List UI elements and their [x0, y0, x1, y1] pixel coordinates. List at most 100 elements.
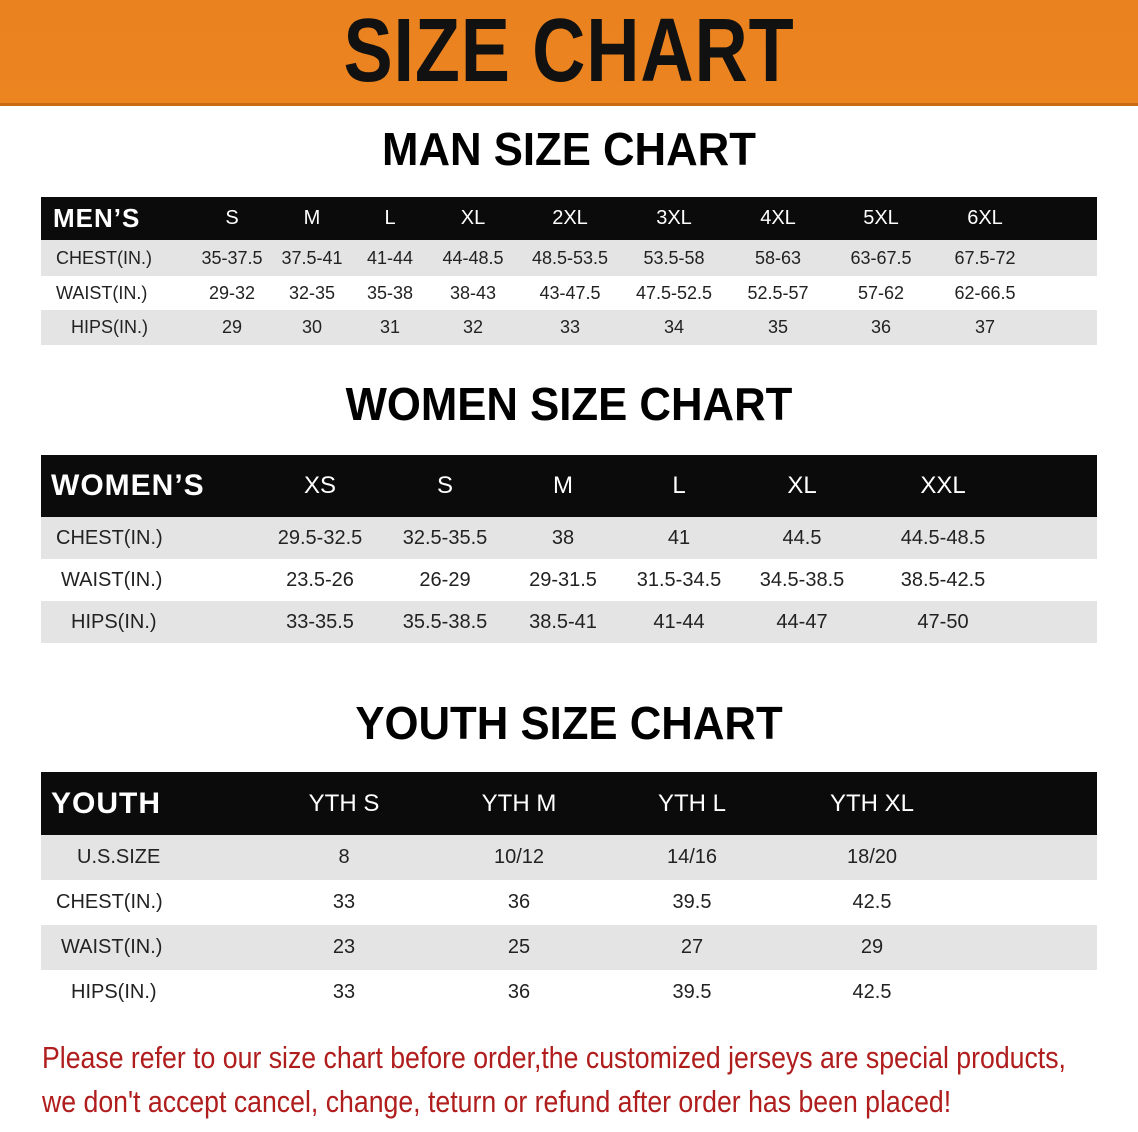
- table-row: HIPS(IN.) 33 36 39.5 42.5: [41, 970, 1097, 1015]
- table-cell: 33: [332, 891, 356, 913]
- size-header: 4XL: [760, 207, 796, 229]
- banner: SIZE CHART: [0, 0, 1138, 106]
- table-cell: 44-48.5: [442, 248, 504, 268]
- table-cell: 53.5-58: [643, 248, 705, 268]
- table-cell: 52.5-57: [747, 283, 809, 303]
- table-cell: 41-44: [366, 248, 414, 268]
- table-cell: 47-50: [917, 611, 969, 633]
- table-cell: 39.5: [672, 891, 712, 913]
- table-row: HIPS(IN.) 33-35.5 35.5-38.5 38.5-41 41-44 44-…: [41, 601, 1097, 643]
- table-cell: 29: [221, 317, 243, 337]
- table-corner-label: WOMEN’S: [51, 469, 205, 502]
- table-cell: 44.5: [782, 527, 822, 549]
- table-cell: 33: [559, 317, 581, 337]
- table-cell: 30: [301, 317, 323, 337]
- size-header: M: [303, 207, 321, 229]
- size-header: 6XL: [967, 207, 1003, 229]
- table-cell: 34.5-38.5: [759, 569, 845, 591]
- table-corner-label: MEN’S: [53, 203, 141, 233]
- size-header: L: [384, 207, 396, 229]
- size-header: YTH M: [481, 790, 557, 817]
- table-cell: 34: [663, 317, 685, 337]
- table-row: HIPS(IN.) 29 30 31 32 33 34 35 36 37: [41, 310, 1097, 345]
- table-row: CHEST(IN.) 29.5-32.5 32.5-35.5 38 41 44.5 44.5…: [41, 517, 1097, 559]
- size-header: YTH L: [657, 790, 727, 817]
- header-row: MEN’S S M L XL 2XL 3XL 4XL 5XL 6XL: [41, 197, 1097, 240]
- table-cell: 36: [507, 981, 531, 1003]
- table-cell: 10/12: [493, 846, 545, 868]
- table-cell: 63-67.5: [850, 248, 912, 268]
- table-cell: 39.5: [672, 981, 712, 1003]
- table-cell: 35-37.5: [201, 248, 263, 268]
- table-cell: 67.5-72: [954, 248, 1016, 268]
- row-label: CHEST(IN.): [56, 248, 152, 268]
- table-cell: 36: [507, 891, 531, 913]
- table-row: WAIST(IN.) 23.5-26 26-29 29-31.5 31.5-34.5 34…: [41, 559, 1097, 601]
- table-cell: 31: [379, 317, 401, 337]
- row-label: HIPS(IN.): [71, 317, 149, 337]
- men-size-table: MEN’S S M L XL 2XL 3XL 4XL 5XL 6XL CHEST(IN.) 35-37…: [41, 197, 1097, 345]
- table-cell: 41: [667, 527, 691, 549]
- size-header: 5XL: [863, 207, 899, 229]
- table-cell: 62-66.5: [954, 283, 1016, 303]
- table-cell: 14/16: [666, 846, 718, 868]
- table-cell: 18/20: [846, 846, 898, 868]
- size-header: XL: [787, 472, 817, 499]
- table-cell: 32: [462, 317, 484, 337]
- table-cell: 29-32: [208, 283, 256, 303]
- row-label: WAIST(IN.): [56, 283, 148, 303]
- banner-title: SIZE CHART: [343, 1, 795, 101]
- table-cell: 27: [680, 936, 704, 958]
- table-cell: 38.5-42.5: [900, 569, 986, 591]
- size-header: M: [553, 472, 573, 499]
- table-cell: 26-29: [419, 569, 471, 591]
- header-row: WOMEN’S XS S M L XL XXL: [41, 455, 1097, 517]
- table-cell: 42.5: [852, 891, 892, 913]
- table-corner-label: YOUTH: [51, 787, 161, 820]
- row-label: WAIST(IN.): [61, 569, 163, 591]
- table-cell: 44-47: [776, 611, 828, 633]
- table-cell: 23.5-26: [286, 569, 354, 591]
- table-cell: 29: [860, 936, 884, 958]
- table-cell: 44.5-48.5: [900, 527, 986, 549]
- table-cell: 33-35.5: [286, 611, 354, 633]
- size-header: YTH XL: [829, 790, 915, 817]
- table-row: U.S.SIZE 8 10/12 14/16 18/20: [41, 835, 1097, 880]
- notice-line-1: Please refer to our size chart before or…: [42, 1040, 1066, 1075]
- youth-size-table: YOUTH YTH S YTH M YTH L YTH XL U.S.SIZE 8 10/12…: [41, 772, 1097, 1015]
- table-row: WAIST(IN.) 23 25 27 29: [41, 925, 1097, 970]
- table-cell: 35-38: [366, 283, 414, 303]
- table-cell: 38: [551, 527, 575, 549]
- table-cell: 35: [767, 317, 789, 337]
- size-header: XL: [460, 207, 486, 229]
- table-cell: 48.5-53.5: [531, 248, 609, 268]
- table-cell: 32-35: [288, 283, 336, 303]
- table-row: WAIST(IN.) 29-32 32-35 35-38 38-43 43-47.5 47.…: [41, 276, 1097, 310]
- table-cell: 35.5-38.5: [402, 611, 488, 633]
- table-cell: 38-43: [449, 283, 497, 303]
- table-cell: 57-62: [857, 283, 905, 303]
- table-row: CHEST(IN.) 35-37.5 37.5-41 41-44 44-48.5 48.5…: [41, 240, 1097, 276]
- size-header: S: [436, 472, 454, 499]
- table-cell: 29-31.5: [529, 569, 597, 591]
- table-cell: 37: [974, 317, 996, 337]
- table-cell: 36: [870, 317, 892, 337]
- table-row: CHEST(IN.) 33 36 39.5 42.5: [41, 880, 1097, 925]
- notice-line-2: we don't accept cancel, change, teturn o…: [42, 1084, 952, 1119]
- table-cell: 58-63: [754, 248, 802, 268]
- youth-section-title: YOUTH SIZE CHART: [355, 697, 783, 749]
- row-label: HIPS(IN.): [71, 981, 157, 1003]
- women-size-table: WOMEN’S XS S M L XL XXL CHEST(IN.) 29.5-32.5 32.5…: [41, 455, 1097, 643]
- table-cell: 29.5-32.5: [277, 527, 363, 549]
- women-section-title: WOMEN SIZE CHART: [345, 378, 793, 430]
- table-cell: 47.5-52.5: [635, 283, 713, 303]
- size-header: L: [672, 472, 686, 499]
- table-cell: 41-44: [653, 611, 705, 633]
- table-cell: 33: [332, 981, 356, 1003]
- table-cell: 32.5-35.5: [402, 527, 488, 549]
- table-cell: 43-47.5: [539, 283, 601, 303]
- size-header: XXL: [920, 472, 966, 499]
- size-header: XS: [303, 472, 337, 499]
- header-row: YOUTH YTH S YTH M YTH L YTH XL: [41, 772, 1097, 835]
- table-cell: 38.5-41: [529, 611, 597, 633]
